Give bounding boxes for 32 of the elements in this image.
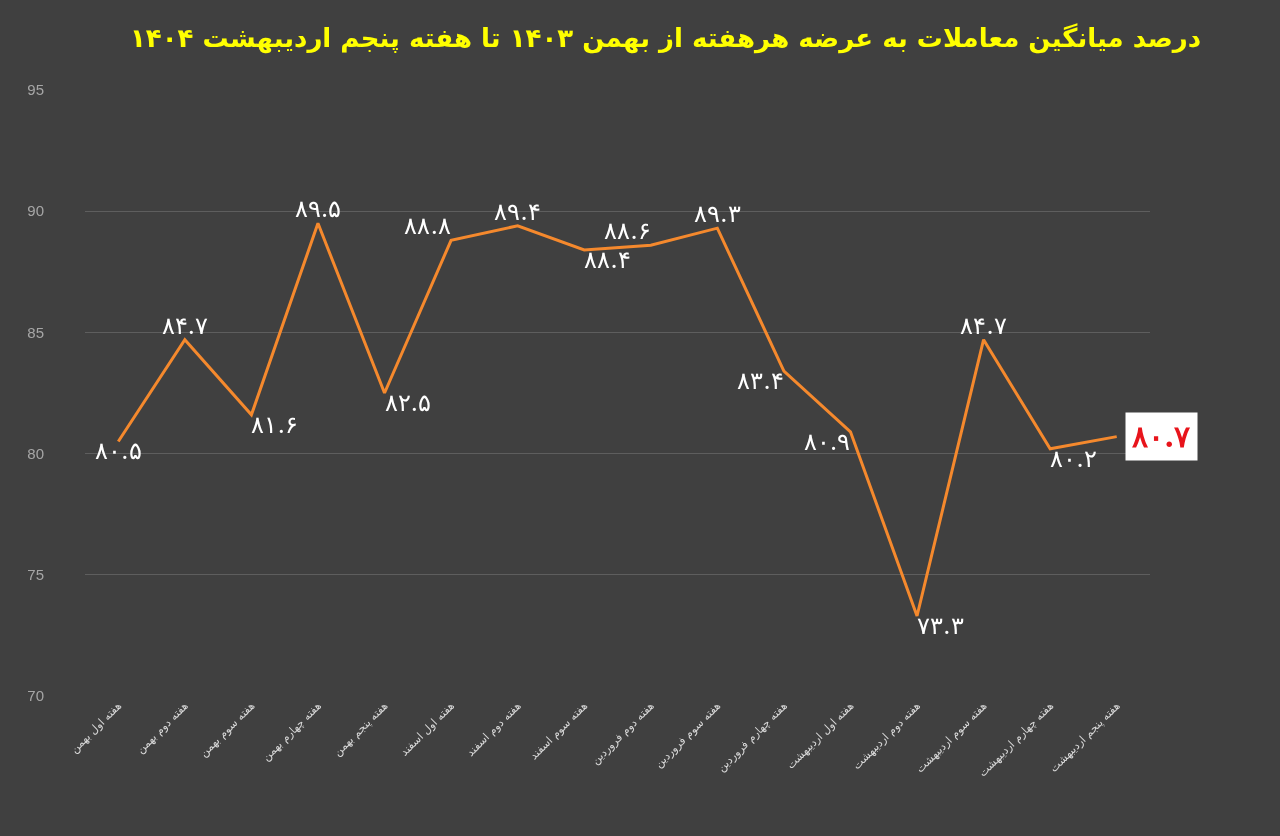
data-label: ۸۹.۴	[494, 197, 541, 226]
data-label: ۸۰.۲	[1050, 444, 1097, 473]
x-tick-label: هفته پنجم بهمن	[330, 699, 391, 759]
y-tick-label: 80	[27, 444, 44, 462]
data-label: ۸۴.۷	[960, 311, 1007, 340]
y-tick-label: 85	[27, 323, 44, 341]
y-tick-label: 70	[27, 687, 44, 705]
data-label: ۸۲.۵	[384, 389, 432, 417]
x-tick-label: هفته اول بهمن	[67, 699, 125, 756]
data-label: ۸۱.۶	[251, 410, 299, 439]
data-label: ۸۹.۵	[294, 195, 342, 224]
x-tick-label: هفته چهارم بهمن	[259, 699, 325, 764]
data-label: ۸۸.۸	[404, 212, 452, 241]
data-label: ۸۳.۴	[737, 367, 784, 396]
data-label: ۸۹.۳	[694, 200, 741, 229]
data-label: ۸۰.۵	[94, 437, 142, 466]
x-tick-label: هفته دوم فروردین	[588, 699, 657, 768]
x-tick-label: هفته سوم اسفند	[527, 699, 591, 763]
data-label: ۸۰.۷	[1132, 419, 1192, 454]
x-tick-label: هفته سوم بهمن	[197, 699, 258, 760]
y-tick-label: 75	[27, 566, 44, 584]
data-label: ۸۸.۴	[584, 245, 631, 274]
x-tick-label: هفته دوم اسفند	[463, 699, 524, 760]
y-tick-label: 95	[27, 81, 44, 99]
data-label: ۸۴.۷	[161, 311, 209, 340]
y-tick-label: 90	[27, 202, 44, 220]
data-label: ۸۸.۶	[604, 217, 651, 246]
data-label: ۷۳.۳	[917, 612, 964, 641]
x-tick-label: هفته دوم بهمن	[133, 699, 191, 757]
chart-title: درصد میانگین معاملات به عرضه هرهفته از بهمن ۱۴۰۳ تا هفته پنجم اردیبهشت ۱۴۰۴	[130, 23, 1202, 55]
data-label: ۸۰.۹	[803, 427, 851, 456]
x-tick-label: هفته اول اسفند	[397, 699, 458, 759]
